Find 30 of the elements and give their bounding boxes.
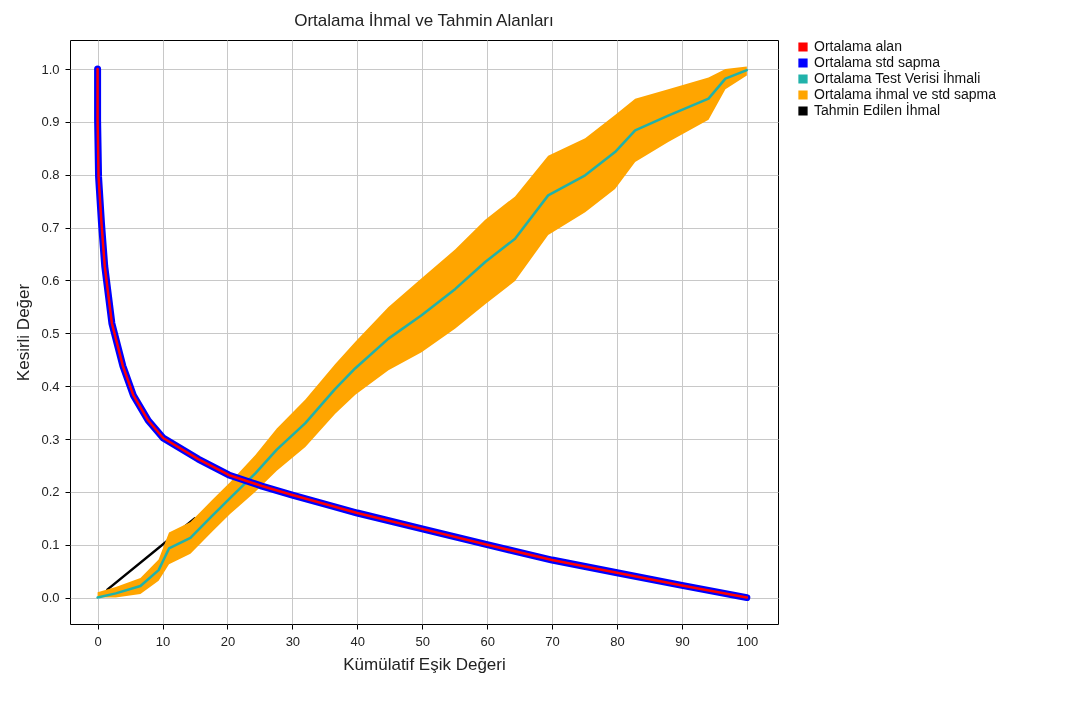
legend-label: Ortalama alan xyxy=(814,38,902,54)
y-tick-label: 0.2 xyxy=(41,484,60,500)
x-axis-title: Kümülatif Eşik Değeri xyxy=(343,654,506,674)
x-tick-label: 60 xyxy=(480,633,495,649)
chart-title: Ortalama İhmal ve Tahmin Alanları xyxy=(294,11,554,30)
x-tick-label: 100 xyxy=(736,633,759,649)
y-tick-label: 0.7 xyxy=(41,220,60,236)
y-tick-label: 0.0 xyxy=(41,590,60,606)
y-tick-label: 0.4 xyxy=(41,378,60,394)
y-tick-label: 0.8 xyxy=(41,167,60,183)
y-tick-label: 0.5 xyxy=(41,325,60,341)
legend-label: Ortalama std sapma xyxy=(814,54,941,70)
y-tick-label: 0.3 xyxy=(41,431,60,447)
y-tick-label: 1.0 xyxy=(41,61,60,77)
y-axis-title: Kesirli Değer xyxy=(14,283,34,382)
legend-label: Ortalama Test Verisi İhmali xyxy=(814,69,981,86)
legend-label: Tahmin Edilen İhmal xyxy=(814,101,941,118)
legend-label: Ortalama ihmal ve std sapma xyxy=(814,86,997,102)
x-tick-label: 40 xyxy=(350,633,366,649)
x-tick-label: 70 xyxy=(545,633,560,649)
y-tick-label: 0.6 xyxy=(41,272,60,288)
x-tick-label: 30 xyxy=(285,633,301,649)
x-tick-label: 0 xyxy=(94,633,102,649)
x-tick-label: 80 xyxy=(610,633,625,649)
x-tick-label: 10 xyxy=(155,633,171,649)
x-tick-label: 90 xyxy=(675,633,690,649)
y-tick-label: 0.1 xyxy=(41,537,60,553)
x-tick-label: 20 xyxy=(220,633,236,649)
x-tick-label: 50 xyxy=(415,633,430,649)
y-tick-label: 0.9 xyxy=(41,114,60,130)
